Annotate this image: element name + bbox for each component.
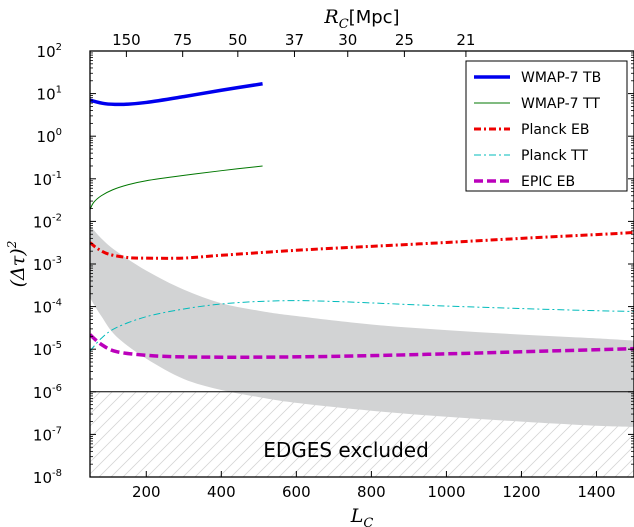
top-tick-label: 25	[395, 31, 414, 49]
svg-text:(Δτ)2: (Δτ)2	[5, 241, 29, 288]
legend-label: EPIC EB	[521, 174, 575, 190]
shaded-band	[90, 225, 634, 427]
y-tick-label: 10-4	[33, 298, 62, 317]
y-tick-label: 102	[37, 42, 62, 61]
top-tick-label: 37	[285, 31, 304, 49]
y-tick-label: 10-2	[33, 212, 62, 231]
x-tick-label: 1200	[502, 483, 540, 501]
legend: WMAP-7 TB WMAP-7 TT Planck EB Planck TT EPIC…	[465, 60, 628, 192]
y-tick-label: 101	[37, 85, 62, 104]
y-tick-label: 10-6	[33, 383, 62, 402]
series-line-wmap-7-tt	[90, 165, 263, 210]
y-tick-label: 10-3	[33, 255, 62, 274]
series-line-epic-eb	[90, 333, 634, 359]
top-tick-label: 150	[112, 31, 141, 49]
top-tick-label: 50	[228, 31, 247, 49]
x-tick-label: 1000	[427, 483, 465, 501]
legend-label: Planck TT	[521, 148, 588, 164]
x-axis-label: LC	[350, 505, 374, 527]
x-tick-label: 200	[132, 483, 161, 501]
top-tick-label: 21	[456, 31, 475, 49]
legend-label: WMAP-7 TT	[521, 96, 600, 112]
y-tick-label: 10-7	[33, 425, 62, 444]
x-tick-label: 800	[357, 483, 386, 501]
legend-label: WMAP-7 TB	[521, 70, 601, 86]
y-tick-label: 10-1	[33, 170, 62, 189]
y-tick-label: 100	[37, 127, 62, 146]
legend-label: Planck EB	[521, 122, 590, 138]
top-axis-label: RC[Mpc]	[323, 6, 399, 32]
top-tick-label: 75	[173, 31, 192, 49]
edges-excluded-label: EDGES excluded	[263, 438, 429, 462]
y-axis-label: (Δτ)2	[5, 241, 29, 288]
x-tick-label: 600	[282, 483, 311, 501]
y-tick-label: 10-5	[33, 340, 62, 359]
series-line-planck-eb	[90, 230, 634, 260]
x-tick-label: 1400	[577, 483, 615, 501]
series-line-wmap-7-tb	[90, 82, 263, 107]
top-tick-label: 30	[338, 31, 357, 49]
y-tick-label: 10-8	[33, 468, 62, 487]
x-tick-label: 400	[207, 483, 236, 501]
